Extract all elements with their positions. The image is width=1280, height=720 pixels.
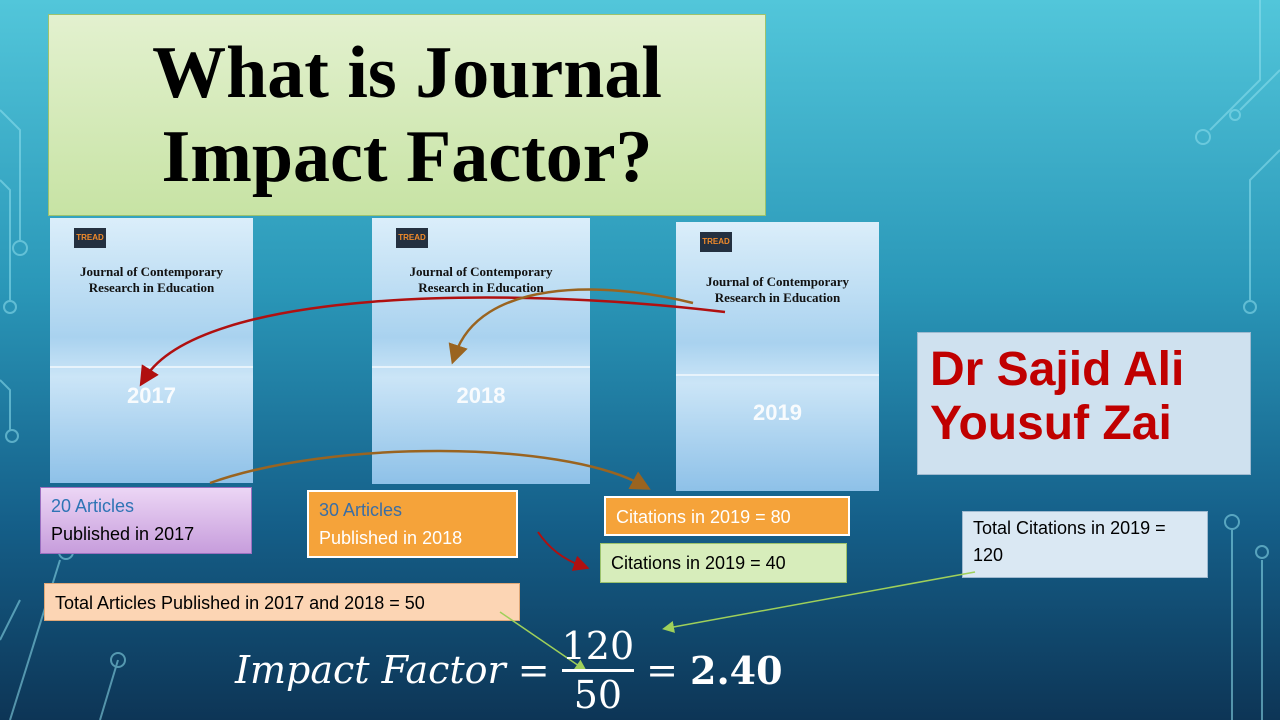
journal-cover-2017: TREAD Journal of Contemporary Research in…: [50, 218, 253, 483]
articles-2018-box: 30 Articles Published in 2018: [307, 490, 518, 558]
title-line-1: What is Journal: [152, 32, 662, 114]
arrow-2019-to-2018: [448, 288, 694, 365]
tread-logo: TREAD: [700, 232, 732, 252]
tread-logo: TREAD: [396, 228, 428, 248]
arrow-total-articles-to-denominator: [499, 611, 587, 672]
cover-year: 2017: [127, 383, 176, 408]
journal-title-line-1: Journal of Contemporary: [409, 264, 553, 279]
fraction-bar: [561, 668, 634, 672]
author-line-2: Yousuf Zai: [930, 397, 1172, 450]
journal-title-line-2: Research in Education: [418, 280, 544, 295]
arrow-2018-to-citations: [537, 531, 590, 571]
articles-2017-count: 20 Articles: [51, 496, 135, 516]
formula-numerator: 120: [561, 623, 635, 668]
cover-divider: [676, 374, 879, 376]
journal-title-line-2: Research in Education: [88, 280, 215, 295]
journal-title-line-1: Journal of Contemporary: [706, 274, 849, 289]
journal-title-line-1: Journal of Contemporary: [80, 264, 223, 279]
arrow-2017-to-citations: [209, 449, 651, 490]
formula-denominator: 50: [573, 672, 623, 717]
articles-2018-count: 30 Articles: [319, 500, 403, 520]
title-box: What is Journal Impact Factor?: [48, 14, 766, 216]
impact-factor-formula: Impact Factor = 120 50 = 2.40: [235, 620, 783, 720]
cover-divider: [372, 366, 590, 368]
articles-2017-label: Published in 2017: [51, 524, 195, 544]
title-line-2: Impact Factor?: [161, 116, 653, 198]
journal-title-line-2: Research in Education: [714, 290, 841, 305]
tread-logo: TREAD: [74, 228, 106, 248]
author-box: Dr Sajid Ali Yousuf Zai: [917, 332, 1251, 475]
total-articles-box: Total Articles Published in 2017 and 201…: [44, 583, 520, 621]
journal-cover-2019: TREAD Journal of Contemporary Research in…: [676, 222, 879, 491]
articles-2017-box: 20 Articles Published in 2017: [40, 487, 252, 554]
cover-year: 2018: [456, 383, 506, 408]
formula-fraction: 120 50: [562, 623, 635, 718]
citations-2017-box: Citations in 2019 = 80: [604, 496, 850, 536]
author-line-1: Dr Sajid Ali: [930, 343, 1185, 396]
cover-year: 2019: [753, 400, 802, 425]
formula-lhs: Impact Factor =: [235, 648, 550, 692]
formula-equals: =: [646, 648, 678, 692]
journal-cover-2018: TREAD Journal of Contemporary Research in…: [372, 218, 590, 484]
arrow-total-citations-to-numerator: [662, 571, 976, 633]
citations-2018-box: Citations in 2019 = 40: [600, 543, 847, 583]
articles-2018-label: Published in 2018: [319, 528, 463, 548]
total-citations-box: Total Citations in 2019 = 120: [962, 511, 1208, 578]
formula-result: 2.40: [690, 647, 783, 693]
arrow-2019-to-2017: [139, 296, 726, 387]
